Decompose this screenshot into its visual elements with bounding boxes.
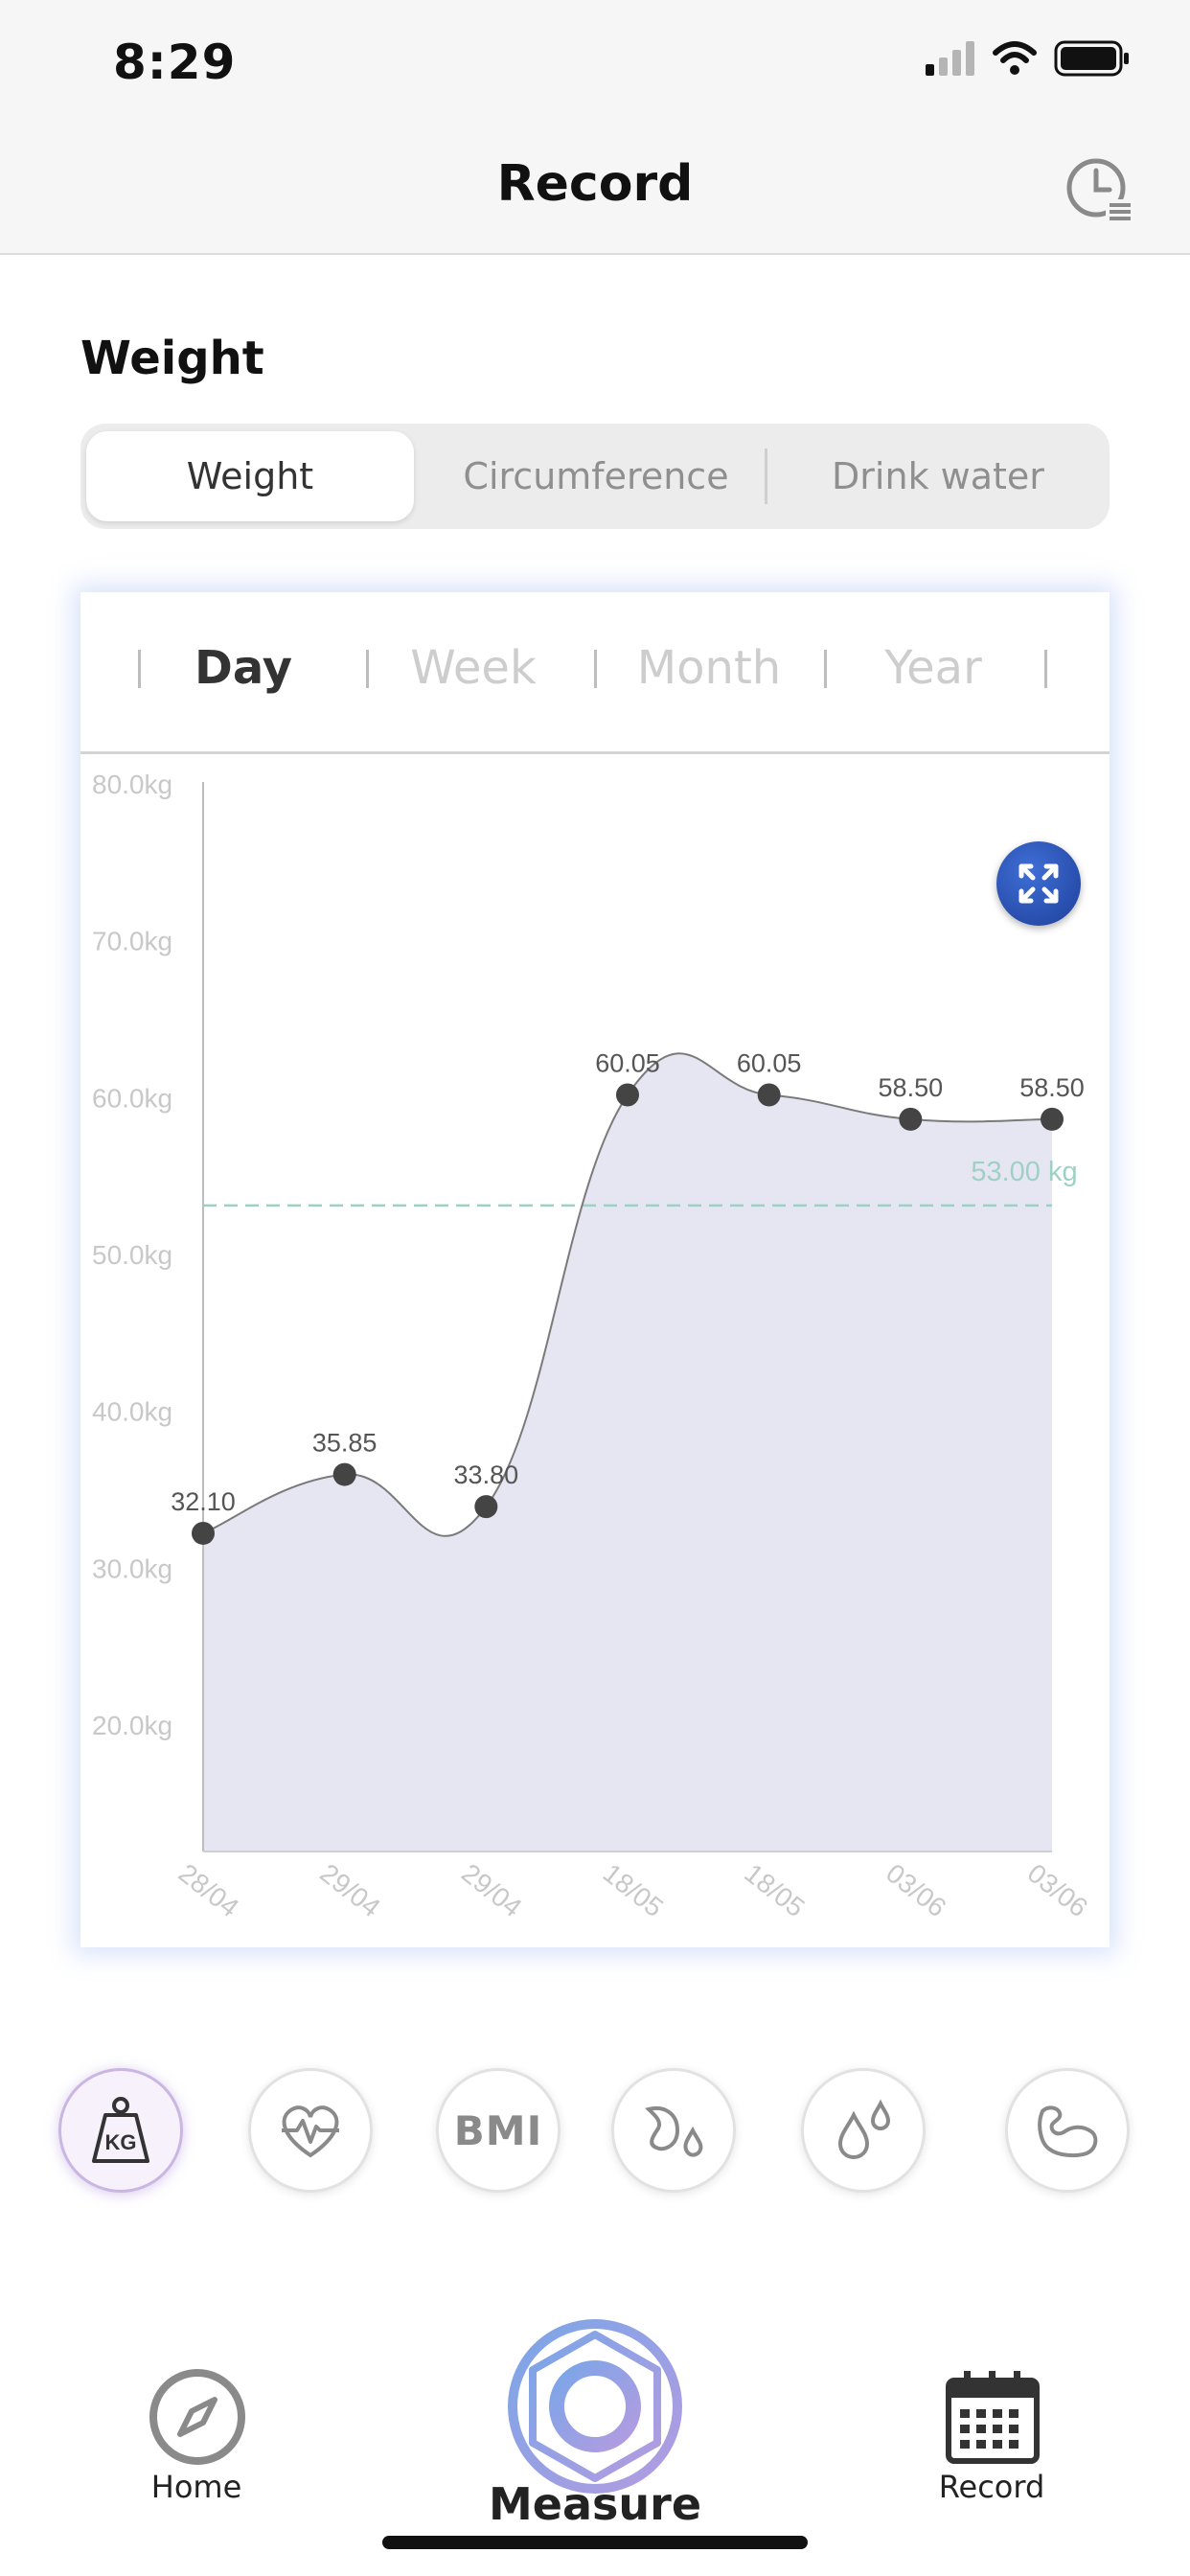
- body-fat-icon: [645, 2106, 703, 2157]
- metric-water-button[interactable]: [801, 2068, 926, 2193]
- top-bar: 8:29 Record: [0, 0, 1190, 255]
- data-label: 32.10: [171, 1487, 236, 1516]
- period-selector: Day Week Month Year: [80, 592, 1110, 754]
- x-tick-label: 29/04: [314, 1858, 385, 1923]
- period-week[interactable]: Week: [410, 641, 537, 695]
- metric-muscle-button[interactable]: [1005, 2068, 1130, 2193]
- expand-chart-button[interactable]: [996, 841, 1081, 926]
- period-divider: [824, 650, 827, 688]
- water-drops-icon: [837, 2099, 891, 2160]
- x-tick-label: 03/06: [1022, 1858, 1093, 1923]
- chart-area-fill: [203, 1053, 1052, 1852]
- section-title: Weight: [80, 332, 264, 385]
- y-tick-label: 80.0kg: [92, 770, 172, 799]
- target-label: 53.00 kg: [971, 1157, 1077, 1187]
- data-label: 35.85: [312, 1429, 378, 1458]
- period-divider: [594, 650, 597, 688]
- tab-home-label: Home: [150, 2469, 242, 2505]
- x-tick-label: 03/06: [881, 1858, 951, 1923]
- data-label: 33.80: [454, 1460, 519, 1489]
- data-point: [616, 1083, 639, 1107]
- period-divider: [138, 650, 141, 688]
- expand-icon: [1018, 863, 1059, 904]
- status-icons: [926, 40, 1131, 77]
- data-label: 58.50: [1019, 1073, 1085, 1102]
- data-point: [474, 1495, 498, 1519]
- period-divider: [366, 650, 369, 688]
- category-segmented-control: Weight Circumference Drink water: [80, 424, 1110, 529]
- segment-drink-water[interactable]: Drink water: [832, 455, 1044, 497]
- segment-circumference[interactable]: Circumference: [463, 455, 729, 497]
- x-tick-label: 18/05: [739, 1858, 810, 1923]
- signal-icon: [926, 41, 974, 76]
- tab-measure-label: Measure: [488, 2478, 702, 2530]
- period-year[interactable]: Year: [884, 641, 982, 695]
- page-title: Record: [496, 155, 694, 213]
- y-tick-label: 60.0kg: [92, 1083, 172, 1113]
- muscle-icon: [1038, 2105, 1098, 2158]
- data-label: 58.50: [879, 1073, 944, 1102]
- data-label: 60.05: [737, 1049, 802, 1078]
- segment-divider: [765, 448, 767, 504]
- segment-weight[interactable]: Weight: [86, 431, 414, 521]
- y-tick-label: 20.0kg: [92, 1711, 172, 1740]
- kg-text: KG: [105, 2130, 137, 2154]
- data-point: [332, 1462, 356, 1486]
- period-month[interactable]: Month: [636, 641, 782, 695]
- home-indicator: [382, 2536, 808, 2549]
- y-tick-label: 40.0kg: [92, 1397, 172, 1427]
- metric-bmi-button[interactable]: BMI: [436, 2068, 561, 2193]
- battery-icon: [1054, 40, 1129, 77]
- metric-heart-button[interactable]: [248, 2068, 373, 2193]
- period-divider: [1044, 650, 1047, 688]
- weight-chart: 80.0kg 70.0kg 60.0kg 50.0kg 40.0kg 30.0kg 20.0…: [92, 770, 1093, 1923]
- calendar-icon: [946, 2371, 1040, 2464]
- heart-rate-icon: [282, 2105, 339, 2158]
- bmi-icon: BMI: [453, 2106, 543, 2154]
- y-tick-label: 70.0kg: [92, 927, 172, 956]
- x-tick-label: 18/05: [598, 1858, 669, 1923]
- data-point: [192, 1521, 215, 1545]
- data-point: [899, 1107, 923, 1131]
- metric-body-fat-button[interactable]: [611, 2068, 736, 2193]
- y-tick-label: 30.0kg: [92, 1553, 172, 1583]
- metric-weight-button[interactable]: KG: [58, 2068, 183, 2193]
- period-day[interactable]: Day: [194, 641, 293, 695]
- wifi-icon: [993, 41, 1037, 75]
- data-point: [1041, 1107, 1064, 1131]
- data-label: 60.05: [595, 1049, 660, 1078]
- status-time: 8:29: [113, 34, 237, 90]
- measure-icon: [508, 2319, 682, 2494]
- series-line: [202, 1052, 1053, 1537]
- y-tick-label: 50.0kg: [92, 1240, 172, 1270]
- compass-icon: [149, 2369, 245, 2465]
- x-tick-label: 29/04: [456, 1858, 527, 1923]
- tab-record-label: Record: [938, 2469, 1045, 2505]
- x-tick-label: 28/04: [173, 1858, 244, 1923]
- history-icon[interactable]: [1064, 153, 1136, 226]
- data-point: [757, 1083, 781, 1107]
- kg-weight-icon: KG: [92, 2097, 149, 2163]
